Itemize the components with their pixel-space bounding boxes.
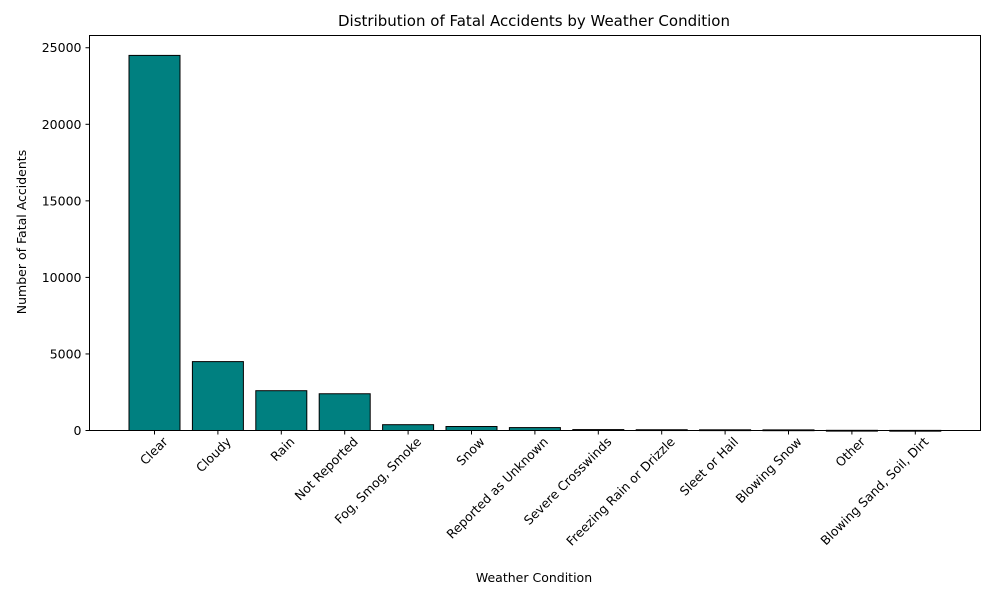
x-tick-label: Snow <box>453 434 487 468</box>
y-tick-label: 25000 <box>42 40 82 55</box>
y-axis-label: Number of Fatal Accidents <box>14 150 29 314</box>
x-tick-label: Cloudy <box>193 434 235 476</box>
x-tick-label: Blowing Snow <box>733 434 805 506</box>
bars-group <box>128 54 942 432</box>
bar-rain <box>255 390 308 431</box>
y-tick-label: 15000 <box>42 193 82 208</box>
x-tick-label: Sleet or Hail <box>677 434 742 499</box>
chart-title: Distribution of Fatal Accidents by Weath… <box>338 12 730 30</box>
y-tick-label: 5000 <box>50 346 82 361</box>
bar-fog-smog-smoke <box>382 424 435 431</box>
plot-frame <box>89 35 981 431</box>
x-tick-label: Other <box>832 433 868 469</box>
x-tick-label: Rain <box>267 434 297 464</box>
y-tick-label: 20000 <box>42 117 82 132</box>
y-tick-label: 10000 <box>42 270 82 285</box>
bar-cloudy <box>191 361 244 431</box>
bar-clear <box>128 54 181 431</box>
bar-not-reported <box>318 393 371 432</box>
x-tick-label: Clear <box>137 433 171 467</box>
y-axis: 0 5000 10000 15000 20000 25000 <box>42 40 90 438</box>
x-tick-label: Not Reported <box>292 434 361 503</box>
x-tick-label: Blowing Sand, Soil, Dirt <box>817 434 931 548</box>
x-axis-label: Weather Condition <box>476 570 592 585</box>
x-tick-label: Freezing Rain or Drizzle <box>563 434 678 549</box>
bar-snow <box>445 426 498 431</box>
y-tick-label: 0 <box>74 423 82 438</box>
